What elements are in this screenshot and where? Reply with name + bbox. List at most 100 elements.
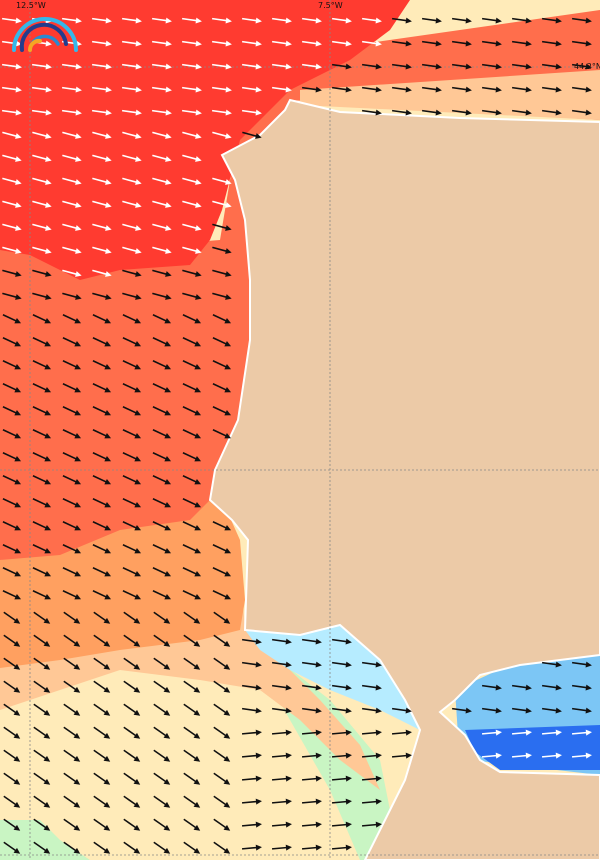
wave-arrow [212, 292, 232, 300]
wave-arrow [182, 360, 202, 370]
wave-arrow [271, 798, 292, 805]
wave-arrow [182, 314, 202, 324]
wave-arrow [301, 752, 322, 759]
wave-arrow [271, 661, 292, 668]
wave-arrow [2, 292, 22, 300]
wave-arrow [241, 661, 262, 668]
wave-arrow [183, 703, 201, 716]
wave-arrow [62, 567, 82, 577]
wave-arrow [92, 590, 112, 600]
wave-arrow [123, 657, 141, 670]
wave-arrow [241, 821, 262, 828]
wave-arrow [62, 223, 82, 231]
wave-arrow [93, 657, 111, 670]
wave-arrow [481, 684, 502, 691]
wave-arrow [451, 40, 472, 47]
wave-arrow [511, 684, 532, 691]
wave-arrow [212, 246, 232, 254]
wave-arrow [241, 638, 262, 645]
wave-arrow [152, 292, 172, 300]
wave-arrow [361, 661, 382, 668]
wave-arrow [152, 452, 172, 462]
wave-arrow [62, 200, 82, 208]
wave-arrow [511, 752, 532, 759]
wave-arrow [121, 17, 142, 24]
wave-arrow [91, 17, 112, 24]
wave-arrow [212, 383, 232, 393]
sea-high-zone [0, 10, 600, 560]
wave-arrow [92, 544, 112, 554]
wave-arrow [271, 775, 292, 782]
wave-arrow [271, 752, 292, 759]
wave-direction-arrows [1, 17, 592, 854]
wave-arrow [2, 360, 22, 370]
sea-very-high-zone [0, 0, 410, 280]
wave-arrow [571, 63, 592, 70]
wave-arrow [1, 63, 22, 70]
wave-arrow [241, 17, 262, 24]
wave-arrow [241, 775, 262, 782]
wave-arrow [2, 521, 22, 531]
wave-arrow [391, 109, 412, 116]
wave-arrow [541, 86, 562, 93]
wave-arrow [152, 544, 172, 554]
wave-arrow [153, 611, 171, 624]
wave-arrow [152, 567, 172, 577]
wave-arrow [122, 154, 142, 162]
rainbow-logo[interactable] [12, 17, 78, 52]
wave-arrow [241, 86, 262, 93]
wave-arrow [32, 406, 52, 416]
wave-arrow [63, 634, 81, 647]
wave-arrow [361, 684, 382, 691]
wave-arrow [213, 772, 231, 785]
wave-arrow [481, 109, 502, 116]
wave-arrow [361, 775, 382, 782]
wave-arrow [212, 131, 232, 139]
wave-arrow [213, 657, 231, 670]
wave-arrow [571, 109, 592, 116]
wave-arrow [183, 611, 201, 624]
wave-arrow [91, 63, 112, 70]
wave-arrow [63, 749, 81, 762]
wave-arrow [212, 200, 232, 208]
wave-arrow [182, 337, 202, 347]
wave-arrow [93, 611, 111, 624]
wave-arrow [541, 729, 562, 736]
wave-arrow [32, 544, 52, 554]
wave-arrow [391, 752, 412, 759]
wave-arrow [3, 795, 21, 808]
wave-arrow [122, 246, 142, 254]
sea-mid-high-zone [0, 495, 245, 668]
wave-arrow [451, 707, 472, 714]
wave-arrow [361, 729, 382, 736]
wave-arrow [212, 429, 232, 439]
wave-arrow [213, 634, 231, 647]
wave-arrow [61, 86, 82, 93]
wave-arrow [92, 521, 112, 531]
wave-arrow [151, 40, 172, 47]
wave-arrow [152, 177, 172, 185]
wave-arrow [3, 772, 21, 785]
wave-arrow [62, 269, 82, 277]
wave-arrow [122, 131, 142, 139]
wave-arrow [91, 40, 112, 47]
wave-arrow [122, 383, 142, 393]
wave-arrow [2, 314, 22, 324]
wave-arrow [183, 634, 201, 647]
wave-arrow [62, 337, 82, 347]
wave-arrow [93, 726, 111, 739]
wave-arrow [182, 475, 202, 485]
wave-arrow [62, 292, 82, 300]
wave-arrow [331, 63, 352, 70]
wave-arrow [571, 661, 592, 668]
wave-arrow [421, 40, 442, 47]
wave-arrow [123, 611, 141, 624]
wave-arrow [62, 452, 82, 462]
wave-arrow [122, 200, 142, 208]
wave-arrow [241, 752, 262, 759]
wave-arrow [511, 109, 532, 116]
wave-arrow [331, 844, 352, 851]
wave-arrow [93, 749, 111, 762]
